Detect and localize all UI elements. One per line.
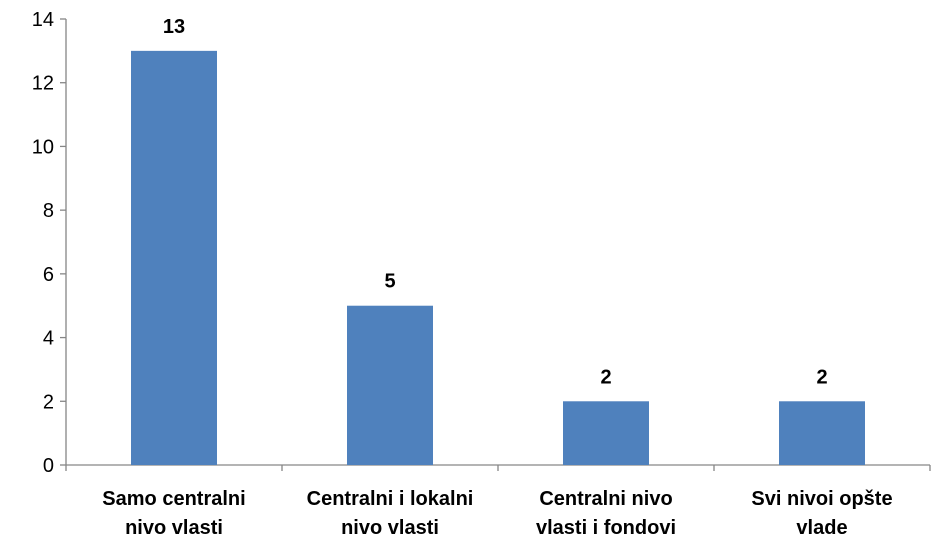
x-category-label-line: nivo vlasti: [341, 517, 439, 539]
x-category-label-line: Svi nivoi opšte: [751, 488, 892, 510]
bar: [563, 401, 649, 465]
bars: [131, 50, 865, 465]
bar-value-label: 13: [163, 16, 185, 38]
bar: [779, 401, 865, 465]
x-category-label-line: vlade: [796, 517, 847, 539]
x-category-label-line: vlasti i fondovi: [536, 517, 676, 539]
y-tick-label: 6: [43, 264, 54, 286]
x-category-label: Centralni nivo vlasti i fondovi: [536, 488, 676, 539]
x-category-label-line: Samo centralni: [102, 488, 245, 510]
x-category-label-line: Centralni nivo: [539, 488, 672, 510]
bar-value-label: 2: [816, 366, 827, 388]
x-category-label: Samo centralni nivo vlasti: [102, 488, 245, 539]
x-category-label-line: nivo vlasti: [125, 517, 223, 539]
y-tick-label: 4: [43, 328, 54, 350]
y-tick-label: 8: [43, 200, 54, 222]
x-category-label: Svi nivoi opšte vlade: [751, 488, 892, 539]
y-tick-label: 10: [32, 136, 54, 158]
bar-value-label: 2: [600, 366, 611, 388]
data-labels: 13 5 2 2: [163, 16, 828, 388]
y-tick-label: 0: [43, 455, 54, 477]
bar: [131, 50, 217, 465]
x-category-label-line: Centralni i lokalni: [307, 488, 474, 510]
bar: [347, 305, 433, 465]
y-axis: 0 2 4 6 8 10 12 14: [32, 9, 67, 477]
y-tick-label: 12: [32, 73, 54, 95]
y-tick-label: 2: [43, 391, 54, 413]
bar-value-label: 5: [384, 271, 395, 293]
x-category-label: Centralni i lokalni nivo vlasti: [307, 488, 474, 539]
y-tick-label: 14: [32, 9, 54, 31]
